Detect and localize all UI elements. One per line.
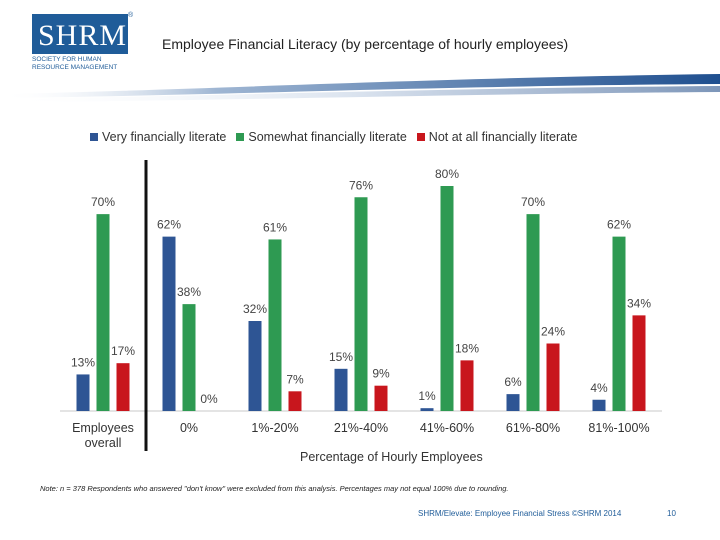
bar-very-6 (592, 399, 606, 411)
shrm-logo: SHRM ® Society for Human Resource Manage… (30, 12, 135, 76)
footer-text: SHRM/Elevate: Employee Financial Stress … (418, 509, 622, 518)
bar-very-3 (334, 368, 348, 411)
legend-item-not-at-all: Not at all financially literate (416, 130, 578, 144)
legend-label-somewhat: Somewhat financially literate (248, 130, 407, 144)
bar-somewhat-3 (354, 197, 368, 411)
bar-somewhat-6 (612, 236, 626, 411)
data-label-somewhat-3: 76% (349, 178, 373, 192)
bar-somewhat-1 (182, 304, 196, 411)
category-label-1: 0% (180, 421, 198, 435)
bar-very-2 (248, 321, 262, 411)
data-label-very-1: 62% (157, 218, 181, 232)
legend-swatch-somewhat (236, 133, 245, 141)
page-number: 10 (667, 509, 676, 518)
data-label-not-at-all-6: 34% (627, 296, 651, 310)
chart-legend: Very financially literate Somewhat finan… (90, 130, 577, 144)
bar-not-at-all-5 (546, 343, 560, 411)
logo-letters: SHRM (38, 19, 128, 52)
data-label-very-6: 4% (590, 381, 608, 395)
data-label-somewhat-6: 62% (607, 218, 631, 232)
bar-somewhat-4 (440, 186, 454, 411)
data-label-not-at-all-5: 24% (541, 325, 565, 339)
bar-not-at-all-2 (288, 391, 302, 411)
category-label-0: Employees overall (72, 421, 134, 450)
bar-not-at-all-0 (116, 363, 130, 411)
category-label-3: 21%-40% (334, 421, 388, 435)
chart-title: Employee Financial Literacy (by percenta… (162, 36, 569, 52)
data-label-very-3: 15% (329, 350, 353, 364)
logo-subtitle: Society for Human Resource Management (32, 56, 118, 71)
legend-swatch-not-at-all (416, 133, 425, 141)
bar-somewhat-0 (96, 214, 110, 411)
bar-not-at-all-3 (374, 385, 388, 411)
footnote: Note: n = 378 Respondents who answered "… (40, 484, 509, 493)
category-label-6: 81%-100% (588, 421, 649, 435)
data-label-somewhat-1: 38% (177, 285, 201, 299)
legend-item-somewhat: Somewhat financially literate (236, 130, 407, 144)
data-label-very-0: 13% (71, 355, 95, 369)
bar-not-at-all-4 (460, 360, 474, 411)
data-label-not-at-all-4: 18% (455, 341, 479, 355)
bar-very-4 (420, 408, 434, 411)
category-label-5: 61%-80% (506, 421, 560, 435)
category-label-4: 41%-60% (420, 421, 474, 435)
bar-chart: 13% 70% 17% Employees overall 62% 38% 0% 0% 32% 61… (60, 160, 662, 451)
data-label-somewhat-4: 80% (435, 167, 459, 181)
legend-label-not-at-all: Not at all financially literate (428, 130, 578, 144)
data-label-very-4: 1% (418, 389, 436, 403)
bar-somewhat-5 (526, 214, 540, 411)
data-label-very-2: 32% (243, 302, 267, 316)
logo-box: SHRM (32, 14, 128, 54)
data-label-somewhat-2: 61% (263, 220, 287, 234)
data-label-very-5: 6% (504, 375, 522, 389)
data-label-not-at-all-2: 7% (286, 372, 304, 386)
bar-somewhat-2 (268, 239, 282, 411)
bar-very-0 (76, 374, 90, 411)
data-label-somewhat-0: 70% (91, 195, 115, 209)
header-swoosh (0, 74, 720, 102)
legend-swatch-very (90, 133, 98, 141)
data-label-not-at-all-3: 9% (372, 367, 390, 381)
category-label-2: 1%-20% (251, 421, 298, 435)
bar-not-at-all-6 (632, 315, 646, 411)
legend-label-very: Very financially literate (102, 130, 227, 144)
data-label-not-at-all-0: 17% (111, 344, 135, 358)
logo-registered-mark: ® (128, 12, 134, 19)
data-label-somewhat-5: 70% (521, 195, 545, 209)
x-axis-title: Percentage of Hourly Employees (300, 450, 483, 464)
legend-item-very: Very financially literate (90, 130, 226, 144)
bar-very-5 (506, 394, 520, 411)
bar-very-1 (162, 236, 176, 411)
data-label-not-at-all-1: 0% (200, 392, 218, 406)
